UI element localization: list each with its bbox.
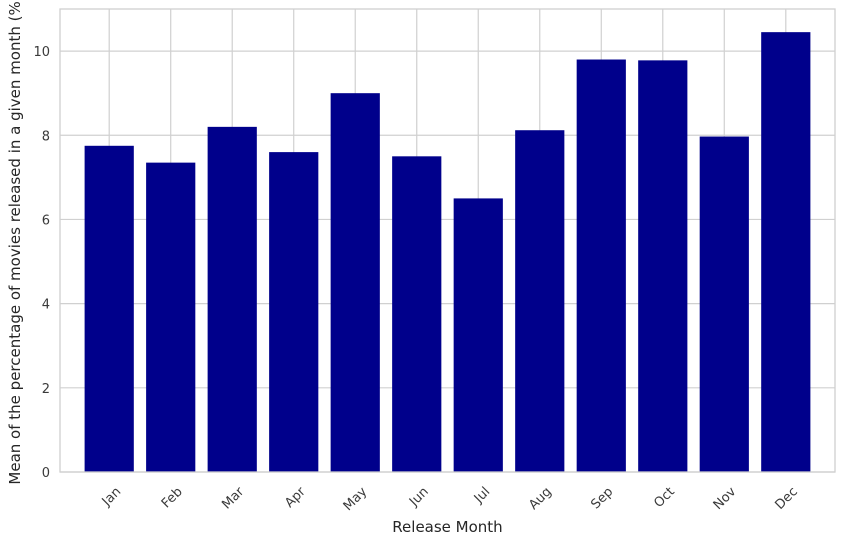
y-tick-label: 4 (42, 298, 50, 313)
x-tick-label-sep: Sep (588, 484, 616, 512)
bar-nov (699, 136, 749, 472)
bar-apr (269, 152, 319, 473)
bar-jan (84, 145, 134, 472)
x-tick-labels: Jan Feb Mar Apr May Jun Jul Aug Sep Oct Nov Dec (99, 484, 801, 514)
x-tick-label-jul: Jul (471, 484, 493, 506)
plot-frame (59, 8, 836, 473)
x-tick-label-aug: Aug (526, 484, 555, 513)
x-tick-label-may: May (341, 484, 371, 514)
x-tick-label-mar: Mar (219, 484, 247, 512)
bar-jul (453, 198, 503, 472)
x-tick-label-nov: Nov (711, 484, 740, 513)
bar-feb (146, 162, 196, 472)
x-tick-label-feb: Feb (159, 484, 186, 511)
x-tick-label-jun: Jun (406, 484, 432, 510)
bar-may (330, 93, 380, 472)
bar-mar (207, 126, 257, 472)
y-axis-label: Mean of the percentage of movies release… (6, 0, 24, 485)
x-axis-label: Release Month (392, 518, 502, 536)
x-tick-label-dec: Dec (772, 484, 800, 512)
x-tick-label-apr: Apr (282, 484, 309, 511)
bar-oct (638, 60, 688, 472)
bar-dec (761, 32, 811, 473)
bar-sep (576, 59, 626, 472)
y-tick-labels: 0 2 4 6 8 10 (33, 45, 50, 481)
bar-jun (392, 156, 442, 472)
y-tick-label: 0 (42, 466, 50, 481)
bars (84, 32, 811, 473)
y-tick-label: 2 (42, 382, 50, 397)
x-tick-label-oct: Oct (651, 484, 678, 511)
y-tick-label: 8 (42, 129, 50, 144)
x-tick-label-jan: Jan (99, 484, 124, 509)
bar-aug (515, 130, 565, 473)
y-tick-label: 6 (42, 213, 50, 228)
y-tick-label: 10 (33, 45, 50, 60)
